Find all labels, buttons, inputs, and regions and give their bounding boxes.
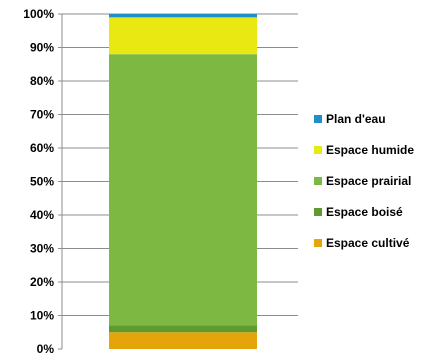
legend-label: Espace prairial (326, 174, 411, 188)
legend-label: Espace humide (326, 143, 414, 157)
y-tick-label: 50% (30, 175, 54, 189)
legend-swatch (314, 177, 322, 185)
legend-swatch (314, 239, 322, 247)
bar-segment-espace-prairial (109, 54, 257, 326)
y-tick-label: 70% (30, 108, 54, 122)
y-tick-label: 0% (37, 342, 55, 356)
y-tick-label: 60% (30, 141, 54, 155)
y-tick-label: 40% (30, 208, 54, 222)
bar-segment-espace-cultiv- (109, 332, 257, 349)
y-tick-label: 20% (30, 275, 54, 289)
y-axis-ticks: 0% 10% 20% 30% 40% 50% 60% 70% 80% 90% 100% (23, 7, 62, 356)
legend-label: Plan d'eau (326, 112, 386, 126)
y-tick-label: 100% (23, 7, 54, 21)
legend-swatch (314, 146, 322, 154)
y-tick-label: 30% (30, 242, 54, 256)
bar-segment-plan-d-eau (109, 14, 257, 18)
legend-label: Espace cultivé (326, 236, 410, 250)
legend-swatch (314, 208, 322, 216)
bar-stack (109, 14, 257, 349)
legend-swatch (314, 115, 322, 123)
bar-segment-espace-humide (109, 17, 257, 55)
legend: Plan d'eau Espace humide Espace prairial Es… (314, 112, 414, 250)
y-tick-label: 90% (30, 41, 54, 55)
bar-segment-espace-bois- (109, 325, 257, 333)
y-tick-label: 80% (30, 74, 54, 88)
legend-label: Espace boisé (326, 205, 403, 219)
y-tick-label: 10% (30, 309, 54, 323)
